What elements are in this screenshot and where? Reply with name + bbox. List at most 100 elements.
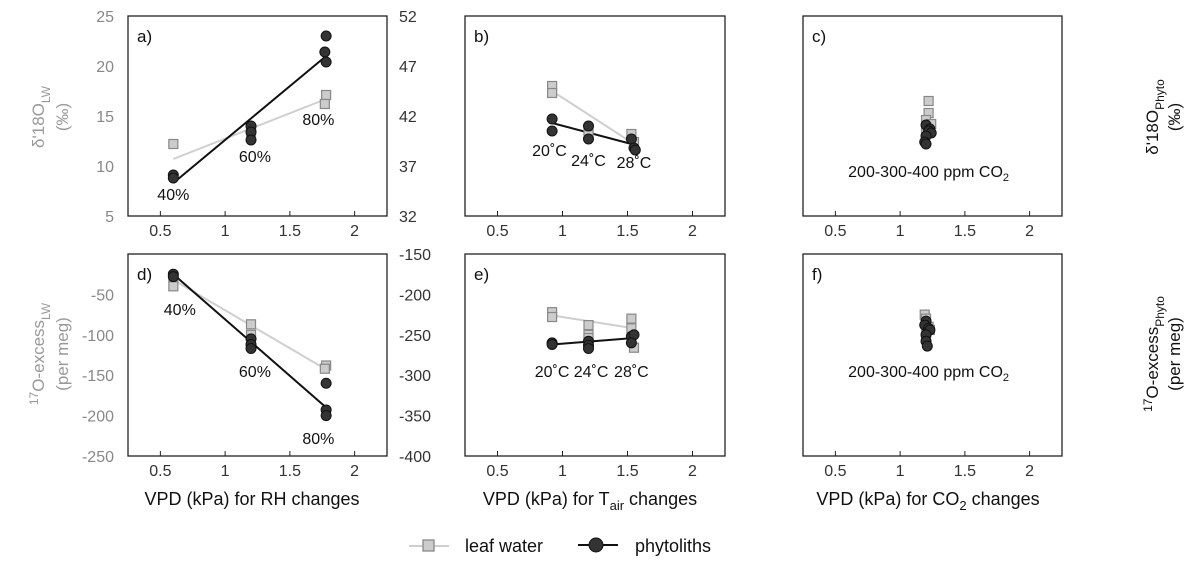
legend-phytoliths-label: phytoliths <box>635 536 711 556</box>
left-bottom-axis-title-sup: 17 <box>27 391 41 405</box>
phytolith-point <box>625 133 637 145</box>
phytolith-point <box>320 30 332 42</box>
phytolith-point <box>167 172 179 184</box>
x-tick-label: 1.5 <box>954 463 976 480</box>
plot-frame <box>127 15 388 217</box>
condition-label: 60% <box>239 149 271 166</box>
y-tick-label-right: 47 <box>399 59 417 76</box>
right-top-axis-unit: (‰) <box>1165 103 1184 131</box>
leaf-water-point <box>583 320 594 331</box>
square-icon <box>422 539 435 552</box>
right-top-axis-title: δ'18OPhyto (‰) <box>1143 79 1184 155</box>
condition-label-main: 200-300-400 ppm CO <box>848 164 1003 181</box>
x-tick-label: 1 <box>221 223 230 240</box>
x-tick-label: 2 <box>350 463 359 480</box>
leaf-water-point <box>923 95 934 107</box>
phytolith-point <box>583 343 594 355</box>
right-bottom-axis-title-sup: 17 <box>1141 398 1155 412</box>
panel-label: c) <box>812 27 826 46</box>
panel-label: a) <box>137 27 152 46</box>
phytolith-point <box>920 138 932 150</box>
condition-label: 60% <box>239 364 271 381</box>
condition-label-sub: 2 <box>1003 172 1009 184</box>
phytolith-point <box>583 133 594 145</box>
leaf-water-fit-line <box>551 90 635 145</box>
right-top-axis-title-sub: Phyto <box>1153 79 1167 110</box>
x-tick-label: 1.5 <box>954 223 976 240</box>
panel-label: d) <box>137 265 152 284</box>
x-tick-label: 1.5 <box>616 463 638 480</box>
left-top-axis-title: δ'18OLW (‰) <box>29 85 72 148</box>
right-bottom-axis-title-sub: Phyto <box>1153 296 1167 327</box>
x-tick-label: 1 <box>221 463 230 480</box>
x-axis-label-rh: VPD (kPa) for RH changes <box>144 489 359 509</box>
right-bottom-axis-title-main: O-excess <box>1143 327 1162 399</box>
phytolith-fit-line <box>551 122 636 146</box>
phytolith-point <box>320 56 332 68</box>
right-bottom-axis-unit: (per meg) <box>1165 317 1184 391</box>
condition-label: 80% <box>302 431 334 448</box>
y-tick-label-left: -150 <box>82 368 114 385</box>
y-tick-label-left: 15 <box>96 109 114 126</box>
leaf-water-point <box>321 89 332 101</box>
left-bottom-axis-unit: (per meg) <box>53 317 72 391</box>
phytolith-point <box>320 410 332 422</box>
phytolith-point <box>320 377 332 389</box>
phytolith-point <box>921 340 933 352</box>
panel-e: 0.5 1 1.5 2 e) 20˚C 24˚C 28˚C <box>464 253 726 480</box>
panel-f: 0.5 1 1.5 2f)200-300-400 ppm CO2 <box>802 253 1063 480</box>
panel-label: f) <box>812 265 822 284</box>
x-tick-label: 2 <box>1025 463 1034 480</box>
left-top-axis-title-sub: LW <box>39 85 53 103</box>
panel-c: 0.5 1 1.5 2c)200-300-400 ppm CO2 <box>802 15 1063 240</box>
y-tick-label-left: 10 <box>96 159 114 176</box>
x-axis-label-co2: VPD (kPa) for CO2 changes <box>816 489 1039 513</box>
condition-label: 28˚C <box>617 155 652 172</box>
x-tick-label: 0.5 <box>486 463 508 480</box>
svg-text:17O-excessPhyto: 17O-excessPhyto <box>1141 296 1167 412</box>
phytolith-point <box>625 337 637 349</box>
condition-label-sub: 2 <box>1003 372 1009 384</box>
phytolith-point <box>629 144 641 156</box>
y-tick-label-right: -300 <box>399 368 431 385</box>
x-axis-label-tair-pre: VPD (kPa) for T <box>483 489 610 509</box>
x-tick-label: 1.5 <box>279 463 301 480</box>
x-tick-label: 0.5 <box>486 223 508 240</box>
y-tick-label-left: 20 <box>96 59 114 76</box>
panel-d: 0.5 1 1.5 2 -250 -200 -150 -100 -50 -400 -350 -300 -… <box>82 247 431 480</box>
x-tick-label: 2 <box>1025 223 1034 240</box>
leaf-water-point <box>546 311 558 323</box>
phytolith-point <box>167 271 179 283</box>
right-bottom-axis-title: 17O-excessPhyto (per meg) <box>1141 296 1184 412</box>
circle-icon <box>588 537 604 553</box>
leaf-water-point <box>319 98 330 110</box>
condition-label-main: 200-300-400 ppm CO <box>848 364 1003 381</box>
y-tick-label-right: 32 <box>399 209 417 226</box>
leaf-water-point <box>245 319 257 330</box>
condition-label: 40% <box>164 302 196 319</box>
x-tick-label: 2 <box>688 463 697 480</box>
x-tick-label: 2 <box>350 223 359 240</box>
x-axis-label-co2-pre: VPD (kPa) for CO <box>816 489 959 509</box>
x-tick-label: 0.5 <box>824 223 846 240</box>
condition-label: 80% <box>302 112 334 129</box>
x-axis-label-tair-sub: air <box>610 498 625 513</box>
y-tick-label-left: -100 <box>82 328 114 345</box>
phytolith-point <box>546 338 558 350</box>
y-tick-label-left: -250 <box>82 449 114 466</box>
y-tick-label-right: -350 <box>399 409 431 426</box>
svg-text:δ'18OPhyto: δ'18OPhyto <box>1143 79 1167 155</box>
plot-frame <box>464 253 726 457</box>
x-tick-label: 0.5 <box>824 463 846 480</box>
phytolith-fit-line <box>172 55 327 184</box>
x-tick-label: 1.5 <box>616 223 638 240</box>
x-tick-label: 2 <box>688 223 697 240</box>
x-tick-label: 1.5 <box>279 223 301 240</box>
phytolith-point <box>546 113 558 125</box>
left-bottom-axis-title-sub: LW <box>39 302 53 320</box>
right-top-axis-title-main: δ'18O <box>1143 110 1162 155</box>
leaf-water-point <box>546 87 558 99</box>
svg-text:17O-excessLW: 17O-excessLW <box>27 302 53 405</box>
